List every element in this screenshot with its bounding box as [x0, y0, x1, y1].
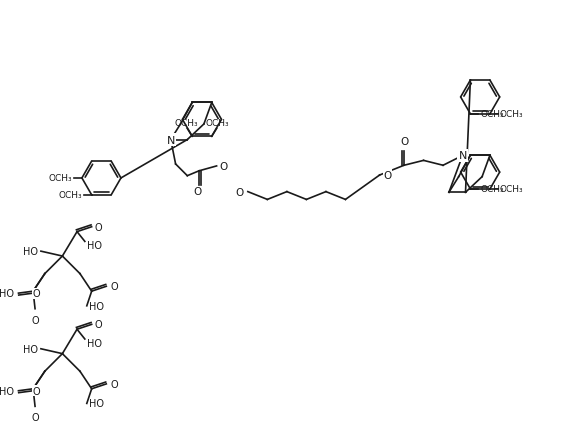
Text: OCH₃: OCH₃ — [500, 110, 523, 119]
Text: OCH₃: OCH₃ — [174, 118, 198, 127]
Text: O: O — [32, 289, 40, 299]
Text: HO: HO — [89, 398, 104, 408]
Text: O: O — [95, 222, 102, 232]
Text: O: O — [383, 171, 392, 181]
Text: O: O — [400, 136, 408, 146]
Text: N: N — [458, 151, 467, 161]
Text: O: O — [236, 187, 244, 197]
Text: OCH₃: OCH₃ — [48, 174, 72, 183]
Text: O: O — [31, 412, 39, 422]
Text: OCH₃: OCH₃ — [480, 110, 504, 119]
Text: O: O — [110, 379, 118, 389]
Text: O: O — [31, 315, 39, 325]
Text: HO: HO — [0, 386, 14, 396]
Text: HO: HO — [89, 301, 104, 311]
Text: HO: HO — [0, 289, 14, 299]
Text: HO: HO — [87, 241, 102, 251]
Text: OCH₃: OCH₃ — [500, 185, 523, 194]
Text: OCH₃: OCH₃ — [480, 185, 504, 194]
Text: O: O — [95, 319, 102, 329]
Text: N: N — [166, 135, 175, 145]
Text: O: O — [193, 187, 201, 197]
Text: O: O — [110, 282, 118, 292]
Text: HO: HO — [23, 247, 38, 256]
Text: HO: HO — [23, 344, 38, 354]
Text: HO: HO — [87, 338, 102, 348]
Text: OCH₃: OCH₃ — [59, 191, 82, 200]
Text: O: O — [220, 161, 228, 171]
Text: OCH₃: OCH₃ — [206, 118, 229, 127]
Text: O: O — [32, 386, 40, 396]
